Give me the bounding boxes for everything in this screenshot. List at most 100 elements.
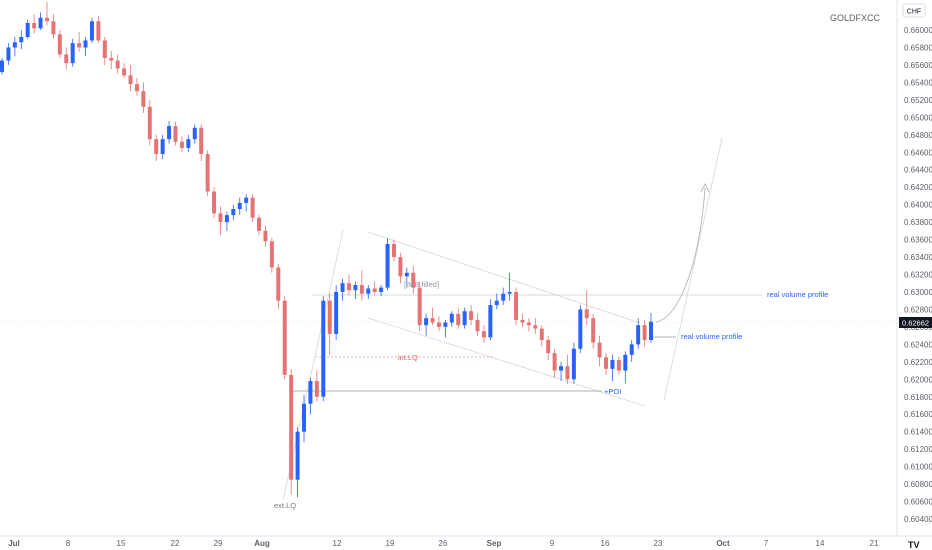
time-tick-label: 29 xyxy=(214,539,223,548)
time-scale[interactable]: Jul 8 15 22 29 Aug 12 19 26 Sep 9 16 23 Oct 7 14 21 TV xyxy=(0,535,932,550)
candle-body xyxy=(218,213,223,223)
candle-body xyxy=(520,319,525,323)
candle-body xyxy=(321,300,326,397)
time-tick-label: 23 xyxy=(654,539,663,548)
candle-body xyxy=(539,328,544,340)
candle-body xyxy=(411,272,416,288)
price-tick-label: 0.63000 xyxy=(904,288,932,297)
candle-body xyxy=(584,309,589,319)
candle-body xyxy=(115,60,120,69)
candle-body xyxy=(263,230,268,242)
time-tick-label: 14 xyxy=(816,539,825,548)
time-tick-label: 9 xyxy=(550,539,555,548)
candle-body xyxy=(514,291,519,320)
candle-body xyxy=(340,283,345,292)
candle-body xyxy=(89,21,94,41)
price-tick-label: 0.62000 xyxy=(904,375,932,384)
candle-body xyxy=(327,300,332,334)
time-tick-label: 15 xyxy=(117,539,126,548)
candle-body xyxy=(385,243,390,288)
projection-arrow xyxy=(655,187,706,323)
price-tick-label: 0.65400 xyxy=(904,78,932,87)
candle-body xyxy=(379,287,384,292)
price-tick-label: 0.64800 xyxy=(904,131,932,140)
time-tick-label: Aug xyxy=(254,539,270,548)
candle-body xyxy=(199,127,204,154)
candle-body xyxy=(481,331,486,338)
channel-upper-line xyxy=(367,231,641,324)
price-tick-label: 0.62400 xyxy=(904,340,932,349)
tradingview-logo-icon: TV xyxy=(902,539,929,550)
poi-label: +POI xyxy=(604,387,621,396)
candle-body xyxy=(44,17,49,22)
candle-body xyxy=(623,354,628,371)
candle-body xyxy=(250,197,255,218)
rvp-lower-label: real volume profile xyxy=(681,332,742,341)
price-tick-label: 0.60800 xyxy=(904,480,932,489)
candle-body xyxy=(96,21,101,41)
candle-body xyxy=(244,197,249,203)
candle-body xyxy=(636,325,641,345)
candle-body xyxy=(449,313,454,323)
rvp-upper-label: real volume profile xyxy=(767,290,828,299)
price-tick-label: 0.64000 xyxy=(904,201,932,210)
candle-body xyxy=(475,319,480,332)
time-tick-label: 21 xyxy=(870,539,879,548)
candle-body xyxy=(64,54,69,64)
ext-lq-label: ext.LQ xyxy=(274,501,296,510)
candle-body xyxy=(141,91,146,107)
candle-body xyxy=(591,318,596,343)
candle-body xyxy=(597,342,602,358)
candle-body xyxy=(488,305,493,338)
candle-body xyxy=(70,43,75,64)
price-tick-label: 0.62800 xyxy=(904,305,932,314)
price-tick-label: 0.62200 xyxy=(904,358,932,367)
candle-body xyxy=(642,325,647,340)
price-tick-label: 0.61800 xyxy=(904,393,932,402)
candle-body xyxy=(134,84,139,92)
candle-body xyxy=(552,353,557,371)
price-tick-label: 0.63600 xyxy=(904,236,932,245)
candle-body xyxy=(404,272,409,277)
projection-channel-line xyxy=(663,137,723,401)
time-tick-label: Oct xyxy=(716,539,730,548)
int-lq-label: int.LQ xyxy=(398,353,418,362)
candle-body xyxy=(192,127,197,140)
candle-body xyxy=(38,17,43,29)
annotation-labels: [IMB filled] int.LQ +POI ext.LQ real vol… xyxy=(274,280,828,510)
candle-body xyxy=(19,36,24,43)
candle-body xyxy=(237,202,242,210)
time-tick-label: 12 xyxy=(333,539,342,548)
candle-body xyxy=(289,374,294,480)
symbol-label: GOLDFXCC xyxy=(830,13,881,23)
candle-body xyxy=(578,309,583,349)
candle-body xyxy=(604,357,609,369)
candle-body xyxy=(32,23,37,29)
price-scale[interactable]: CHF 0.66000 0.65800 0.65600 0.65400 0.65200 0… xyxy=(896,0,932,536)
candle-body xyxy=(12,42,17,48)
candle-body xyxy=(565,366,570,380)
candle-body xyxy=(160,139,165,154)
time-tick-label: Jul xyxy=(8,539,20,548)
candle-body xyxy=(456,313,461,326)
candle-body xyxy=(314,381,319,397)
candle-body xyxy=(436,322,441,327)
candle-body xyxy=(154,139,159,154)
candle-body xyxy=(257,217,262,231)
last-price-label: 0.62662 xyxy=(902,318,929,327)
price-tick-label: 0.61400 xyxy=(904,428,932,437)
candle-body xyxy=(610,360,615,369)
candle-body xyxy=(224,215,229,223)
candle-body xyxy=(122,68,127,76)
candle-body xyxy=(346,283,351,291)
price-tick-label: 0.66000 xyxy=(904,26,932,35)
price-tick-label: 0.63200 xyxy=(904,271,932,280)
candle-body xyxy=(424,318,429,326)
candle-body xyxy=(501,293,506,301)
candle-body xyxy=(77,43,82,48)
candle-body xyxy=(212,191,217,214)
candle-body xyxy=(571,348,576,380)
candle-body xyxy=(629,344,634,355)
candle-body xyxy=(302,403,307,432)
